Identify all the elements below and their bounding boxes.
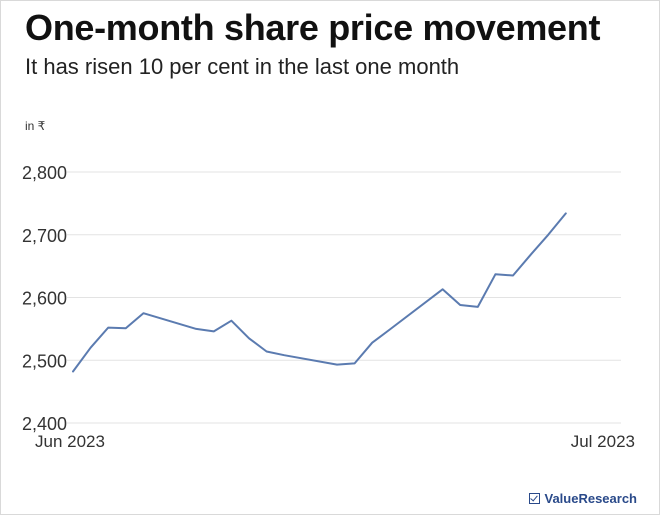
brand-logo: ValueResearch — [529, 491, 637, 506]
x-tick-label: Jun 2023 — [35, 432, 105, 451]
checkbox-logo-icon — [529, 493, 540, 504]
x-axis-ticks: Jun 2023 Jul 2023 — [35, 432, 635, 451]
x-tick-label: Jul 2023 — [571, 432, 635, 451]
y-tick-label: 2,500 — [22, 351, 67, 371]
series-layer — [73, 213, 566, 371]
y-axis-ticks: 2,400 2,500 2,600 2,700 2,800 — [22, 163, 67, 434]
series-line — [73, 213, 566, 371]
unit-label: in ₹ — [25, 119, 46, 133]
gridlines — [67, 172, 621, 423]
brand-name: ValueResearch — [544, 491, 637, 506]
y-tick-label: 2,400 — [22, 414, 67, 434]
y-tick-label: 2,600 — [22, 289, 67, 309]
y-tick-label: 2,700 — [22, 226, 67, 246]
y-tick-label: 2,800 — [22, 163, 67, 183]
